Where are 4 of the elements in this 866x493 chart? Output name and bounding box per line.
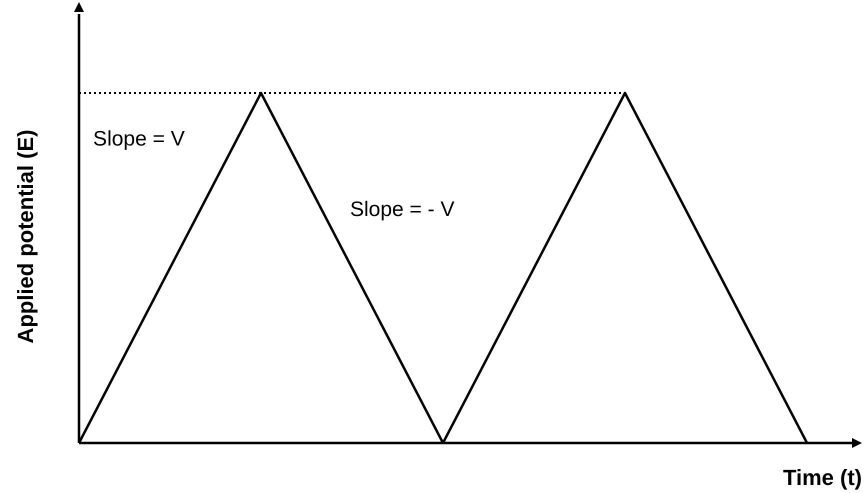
annotation: Slope = V (93, 128, 185, 151)
y-axis-title: Applied potential (E) (13, 130, 38, 344)
x-axis-title: Time (t) (782, 465, 862, 490)
annotation: Slope = - V (350, 198, 454, 221)
